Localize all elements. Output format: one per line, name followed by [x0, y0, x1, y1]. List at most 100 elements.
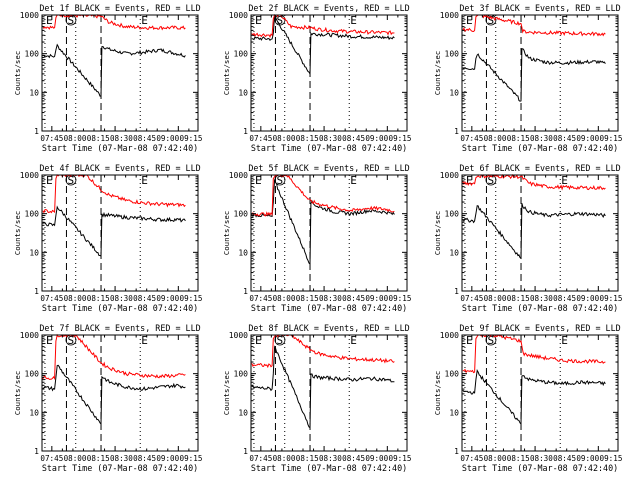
event-marker-label: E — [466, 14, 473, 27]
x-tick-label: 08:30 — [319, 294, 342, 303]
y-tick-label: 1 — [34, 127, 39, 136]
series-line-lld — [462, 173, 606, 191]
y-tick-label: 1 — [454, 287, 459, 296]
x-tick-label: 08:45 — [342, 134, 365, 143]
y-axis-title: Counts/sec — [13, 51, 22, 96]
x-tick-label: 09:00 — [576, 294, 599, 303]
event-marker-label: S — [487, 14, 494, 27]
x-tick-label: 08:00 — [484, 454, 507, 463]
y-tick-label: 1000 — [20, 11, 39, 20]
plot-frame — [250, 14, 408, 132]
event-marker-label: E — [46, 174, 53, 187]
x-tick-label: 09:15 — [389, 454, 412, 463]
plot-frame — [41, 334, 199, 452]
plot-frame — [461, 174, 619, 292]
x-tick-label: 09:00 — [156, 454, 179, 463]
series-line-events — [462, 369, 606, 426]
series-line-lld — [462, 334, 606, 374]
y-tick-label: 10 — [29, 408, 39, 417]
y-tick-label: 1000 — [229, 11, 248, 20]
x-tick-label: 07:45 — [40, 294, 63, 303]
y-axis-title: Counts/sec — [13, 371, 22, 416]
chart-title: Det 8f BLACK = Events, RED = LLD — [248, 323, 409, 333]
series-line-lld — [42, 174, 186, 214]
event-marker-label: S — [487, 174, 494, 187]
x-axis-title: Start Time (07-Mar-08 07:42:40) — [462, 143, 618, 153]
y-axis-title: Counts/sec — [222, 51, 231, 96]
y-tick-label: 10 — [449, 248, 459, 257]
x-tick-label: 08:00 — [273, 454, 296, 463]
x-tick-label: 09:15 — [600, 134, 623, 143]
event-marker-label: E — [561, 334, 568, 347]
y-tick-label: 100 — [25, 210, 40, 219]
x-tick-label: 08:30 — [530, 454, 553, 463]
x-tick-label: 09:00 — [156, 134, 179, 143]
x-tick-label: 08:45 — [553, 454, 576, 463]
plot-frame — [41, 174, 199, 292]
y-tick-label: 1000 — [20, 331, 39, 340]
y-tick-label: 1 — [34, 447, 39, 456]
y-axis-title: Counts/sec — [13, 211, 22, 256]
plot-frame — [41, 14, 199, 132]
x-tick-label: 08:00 — [484, 134, 507, 143]
series-line-lld — [42, 14, 186, 31]
y-tick-label: 1000 — [20, 171, 39, 180]
x-tick-label: 08:30 — [530, 134, 553, 143]
plot-frame — [461, 14, 619, 132]
x-tick-label: 08:45 — [133, 294, 156, 303]
x-tick-label: 07:45 — [249, 454, 272, 463]
x-tick-label: 08:30 — [319, 134, 342, 143]
event-marker-label: E — [141, 334, 148, 347]
x-tick-label: 08:15 — [87, 134, 110, 143]
x-tick-label: 09:15 — [180, 134, 203, 143]
x-tick-label: 09:00 — [365, 134, 388, 143]
x-tick-label: 08:30 — [319, 454, 342, 463]
y-tick-label: 10 — [29, 248, 39, 257]
x-tick-label: 08:00 — [273, 294, 296, 303]
x-tick-label: 08:15 — [87, 294, 110, 303]
event-marker-label: E — [350, 174, 357, 187]
y-tick-label: 100 — [234, 210, 249, 219]
y-tick-label: 100 — [445, 370, 460, 379]
y-axis-title: Counts/sec — [222, 371, 231, 416]
y-tick-label: 10 — [238, 408, 248, 417]
y-axis-title: Counts/sec — [222, 211, 231, 256]
series-line-events — [42, 205, 186, 257]
x-tick-label: 08:45 — [133, 134, 156, 143]
event-marker-label: E — [466, 174, 473, 187]
x-tick-label: 09:00 — [156, 294, 179, 303]
series-line-events — [251, 179, 395, 266]
y-tick-label: 100 — [25, 370, 40, 379]
x-tick-label: 08:45 — [553, 134, 576, 143]
x-tick-label: 07:45 — [40, 454, 63, 463]
x-tick-label: 08:00 — [484, 294, 507, 303]
y-tick-label: 1 — [243, 127, 248, 136]
event-marker-label: E — [46, 14, 53, 27]
y-tick-label: 1000 — [229, 171, 248, 180]
event-marker-label: E — [255, 14, 262, 27]
y-tick-label: 10 — [449, 88, 459, 97]
x-tick-label: 09:00 — [576, 134, 599, 143]
x-tick-label: 08:15 — [507, 454, 530, 463]
event-marker-label: S — [276, 174, 283, 187]
series-line-events — [462, 203, 606, 260]
x-tick-label: 08:00 — [64, 454, 87, 463]
chart-title: Det 1f BLACK = Events, RED = LLD — [39, 3, 200, 13]
y-tick-label: 1000 — [440, 171, 459, 180]
x-tick-label: 09:15 — [180, 454, 203, 463]
x-axis-title: Start Time (07-Mar-08 07:42:40) — [42, 463, 198, 473]
chart-title: Det 3f BLACK = Events, RED = LLD — [459, 3, 620, 13]
y-tick-label: 1 — [243, 447, 248, 456]
series-line-lld — [462, 14, 606, 37]
event-marker-label: E — [350, 14, 357, 27]
event-marker-label: S — [276, 334, 283, 347]
x-tick-label: 08:30 — [530, 294, 553, 303]
y-tick-label: 10 — [238, 248, 248, 257]
x-axis-title: Start Time (07-Mar-08 07:42:40) — [251, 143, 407, 153]
